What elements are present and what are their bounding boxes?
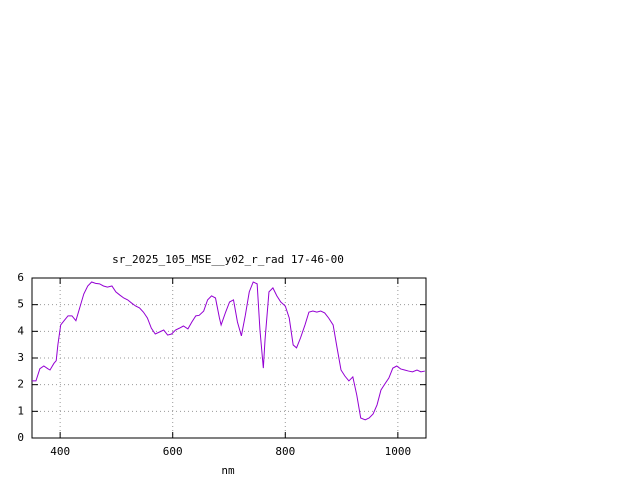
x-axis-label: nm [221,464,235,477]
y-tick-label: 5 [17,298,24,311]
y-tick-label: 4 [17,324,24,337]
x-tick-label: 800 [275,445,295,458]
y-tick-label: 1 [17,404,24,417]
chart-title: sr_2025_105_MSE__y02_r_rad 17-46-00 [112,253,344,266]
x-tick-label: 600 [163,445,183,458]
x-tick-label: 400 [50,445,70,458]
y-tick-label: 0 [17,431,24,444]
plot-frame [31,277,427,439]
y-tick-label: 6 [17,271,24,284]
y-tick-label: 2 [17,378,24,391]
y-tick-label: 3 [17,351,24,364]
data-line [32,281,425,421]
x-tick-label: 1000 [385,445,412,458]
